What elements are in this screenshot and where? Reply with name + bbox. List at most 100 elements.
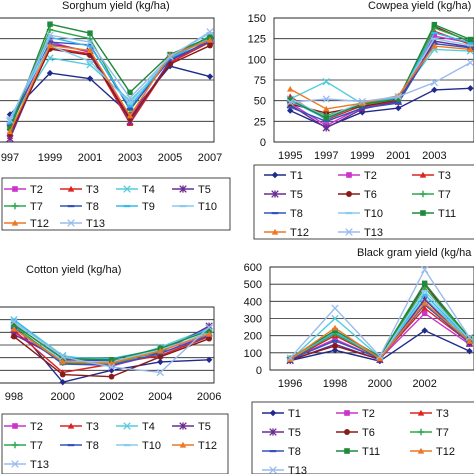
legend-marker bbox=[67, 185, 75, 192]
legend-label: T9 bbox=[142, 201, 155, 213]
series-line bbox=[9, 65, 211, 116]
legend-marker bbox=[123, 185, 131, 193]
legend-item: T2 bbox=[336, 408, 375, 420]
data-point bbox=[86, 43, 94, 47]
data-point bbox=[59, 378, 66, 386]
legend-marker bbox=[417, 409, 425, 416]
data-point bbox=[206, 36, 214, 43]
legend-label: T7 bbox=[30, 440, 43, 452]
x-tick-label: 1995 bbox=[278, 150, 302, 162]
data-point bbox=[421, 310, 428, 317]
chart-panel-3: 998 2000 2002 2004 2006 Cotton yield (kg/ha) T… bbox=[0, 264, 229, 474]
legend-label: T13 bbox=[30, 459, 49, 471]
x-tick-label: 1998 bbox=[323, 378, 347, 390]
x-tick-label: 1996 bbox=[278, 378, 302, 390]
legend-label: T2 bbox=[30, 184, 43, 196]
data-point bbox=[157, 353, 164, 360]
data-point bbox=[331, 324, 339, 331]
legend-marker bbox=[417, 428, 425, 436]
legend-item: T13 bbox=[60, 218, 105, 230]
data-point bbox=[157, 358, 164, 366]
data-point bbox=[467, 85, 474, 92]
x-tick-label: 2001 bbox=[386, 150, 410, 162]
legend-item: T10 bbox=[338, 208, 383, 220]
y-tick-label: 0 bbox=[260, 137, 266, 149]
data-point bbox=[287, 107, 294, 114]
legend-label: T3 bbox=[438, 170, 451, 182]
x-tick-label: 2007 bbox=[198, 152, 222, 164]
data-point bbox=[10, 325, 18, 332]
data-point bbox=[465, 333, 474, 342]
data-point bbox=[421, 265, 429, 274]
legend-label: T8 bbox=[86, 201, 99, 213]
legend-label: T8 bbox=[86, 440, 99, 452]
legend-label: T5 bbox=[290, 189, 303, 201]
legend-marker bbox=[417, 447, 425, 454]
data-point bbox=[466, 347, 473, 355]
legend-label: T1 bbox=[288, 408, 301, 420]
data-point bbox=[286, 98, 294, 106]
data-point bbox=[107, 363, 116, 371]
legend-label: T12 bbox=[436, 446, 455, 458]
legend-marker bbox=[179, 205, 187, 208]
data-point bbox=[11, 333, 17, 340]
legend-item: T6 bbox=[336, 427, 375, 439]
y-tick-label: 25 bbox=[254, 116, 266, 128]
legend-box bbox=[253, 164, 474, 240]
legend-marker bbox=[11, 202, 19, 210]
legend-item: T9 bbox=[116, 201, 155, 213]
legend-label: T3 bbox=[86, 184, 99, 196]
legend-item: T3 bbox=[410, 408, 449, 420]
series-t13 bbox=[286, 265, 474, 362]
data-point bbox=[287, 106, 294, 109]
legend-item: T12 bbox=[4, 218, 49, 230]
y-tick-label: 400 bbox=[244, 296, 262, 308]
data-point bbox=[156, 368, 164, 377]
legend-item: T7 bbox=[412, 189, 451, 201]
data-point bbox=[205, 323, 213, 331]
legend-label: T11 bbox=[438, 208, 456, 220]
legend-marker bbox=[271, 228, 279, 235]
data-point bbox=[332, 327, 338, 334]
legend-item: T6 bbox=[338, 189, 377, 201]
series-line bbox=[289, 27, 471, 117]
legend-label: T13 bbox=[288, 465, 307, 474]
data-point bbox=[166, 52, 174, 61]
data-point bbox=[205, 356, 213, 363]
data-point bbox=[395, 96, 402, 102]
data-point bbox=[46, 54, 54, 62]
legend-item: T5 bbox=[172, 421, 211, 433]
data-point bbox=[358, 97, 366, 106]
series-t13 bbox=[286, 58, 474, 106]
data-point bbox=[431, 31, 438, 35]
legend-marker bbox=[12, 423, 18, 429]
legend-item: T11 bbox=[412, 208, 456, 220]
plot-area-frame bbox=[269, 266, 474, 371]
data-point bbox=[206, 335, 213, 342]
data-point bbox=[86, 45, 94, 48]
x-tick-label: 997 bbox=[1, 152, 19, 164]
legend-item: T1 bbox=[262, 408, 301, 420]
data-point bbox=[359, 99, 366, 106]
legend-label: T12 bbox=[30, 218, 49, 230]
data-point bbox=[86, 75, 94, 82]
data-point bbox=[466, 337, 473, 344]
legend-box bbox=[1, 413, 229, 474]
data-point bbox=[431, 33, 438, 39]
legend-marker bbox=[345, 212, 353, 215]
legend-label: T5 bbox=[288, 427, 301, 439]
data-point bbox=[376, 355, 384, 362]
data-point bbox=[206, 28, 214, 36]
chart-title: Sorghum yield (kg/ha) bbox=[62, 0, 170, 12]
data-point bbox=[431, 86, 438, 94]
data-point bbox=[87, 30, 93, 36]
data-point bbox=[286, 354, 294, 362]
legend-label: T12 bbox=[198, 440, 217, 452]
data-point bbox=[157, 352, 164, 355]
legend-marker bbox=[123, 422, 131, 430]
legend-item: T12 bbox=[410, 446, 455, 458]
data-point bbox=[206, 73, 214, 80]
legend-marker bbox=[11, 460, 19, 468]
data-point bbox=[467, 46, 474, 52]
legend-item: T7 bbox=[4, 201, 43, 213]
